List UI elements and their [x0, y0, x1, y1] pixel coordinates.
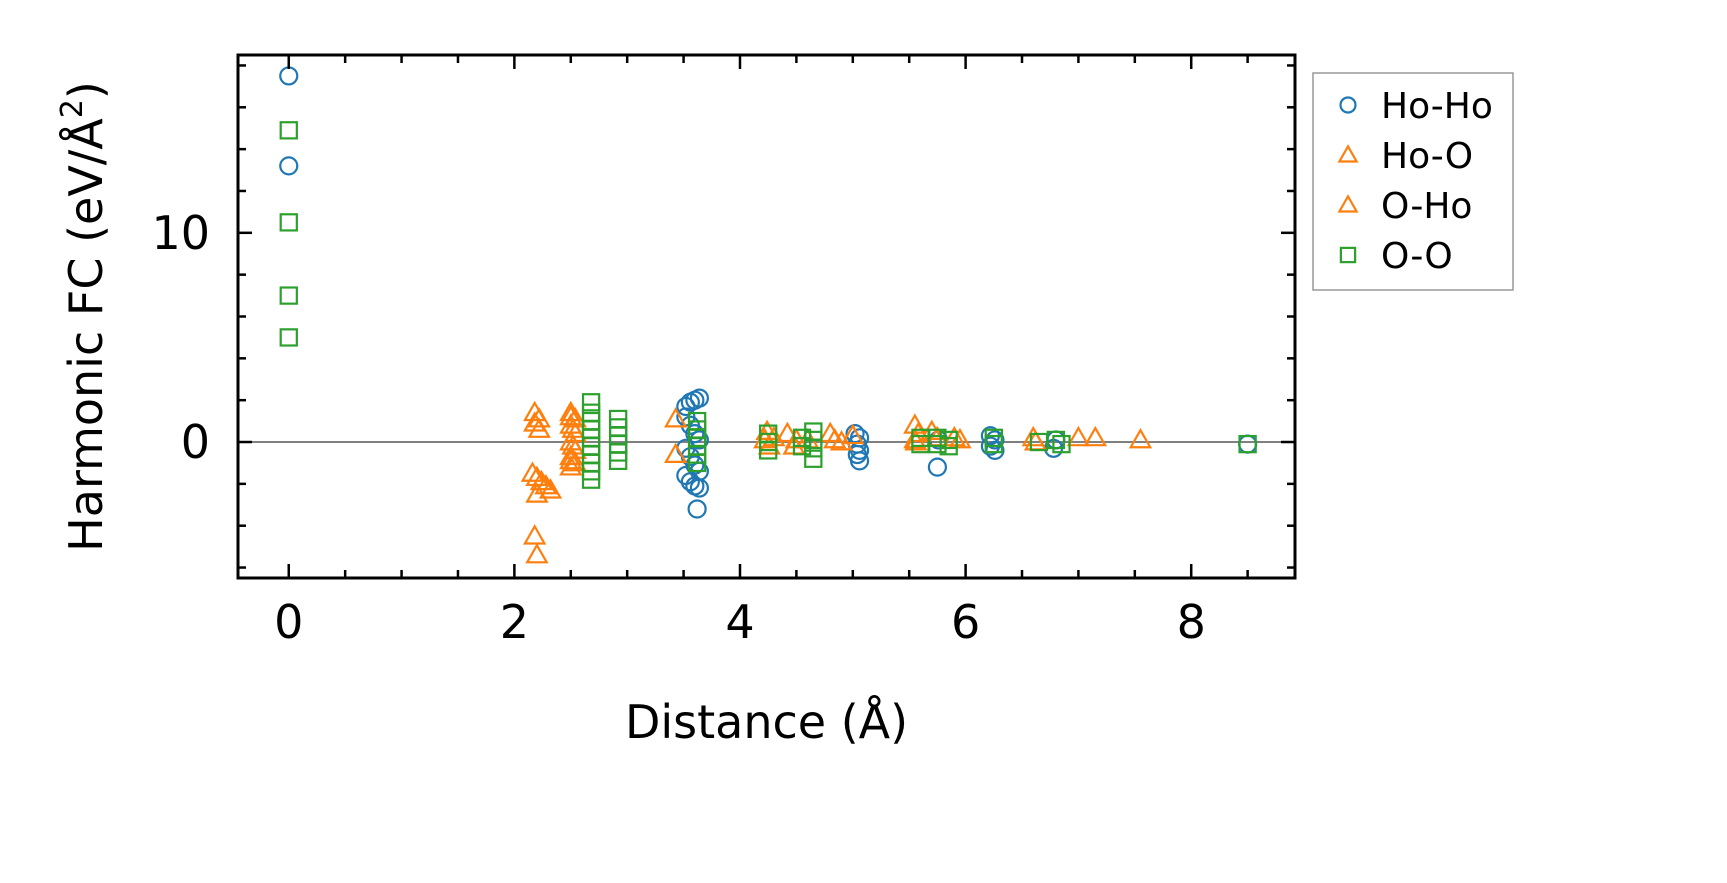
x-tick-label: 6 [951, 595, 980, 649]
data-point [1238, 434, 1258, 454]
data-point [279, 213, 298, 232]
data-point [525, 482, 549, 503]
legend-label: O-O [1381, 236, 1453, 277]
data-point [1083, 425, 1108, 447]
data-point [903, 427, 927, 449]
data-point [559, 448, 583, 470]
legend-box [1312, 72, 1514, 291]
x-tick-label: 0 [274, 595, 303, 649]
x-tick-label: 4 [725, 595, 754, 649]
data-point [529, 469, 554, 491]
data-point [804, 449, 823, 468]
legend-marker [1339, 96, 1357, 114]
data-point [1128, 427, 1153, 449]
data-point [759, 441, 778, 460]
data-point [841, 423, 865, 445]
legend-marker [1339, 246, 1357, 264]
legend-item: Ho-O [1337, 136, 1473, 177]
data-point [525, 542, 549, 564]
legend: Ho-Ho Ho-O O-Ho O-O [1312, 72, 1514, 291]
data-point [279, 156, 299, 176]
data-point [689, 478, 709, 498]
data-point [559, 455, 583, 476]
data-point [1046, 430, 1066, 450]
data-point [939, 437, 958, 456]
y-tick-label: 0 [181, 415, 210, 469]
data-point [534, 473, 558, 495]
data-point [775, 421, 800, 443]
data-point [829, 430, 854, 451]
data-point [1238, 434, 1257, 454]
x-axis-title: Distance (Å) [625, 695, 908, 749]
legend-item: O-Ho [1337, 186, 1472, 227]
series-ho-o [520, 400, 1153, 564]
x-tick-label: 2 [500, 595, 529, 649]
data-point [687, 499, 707, 519]
data-point [527, 407, 551, 428]
data-point [823, 427, 847, 449]
data-point [520, 461, 545, 482]
data-points-layer [279, 66, 1258, 564]
legend-marker [1337, 194, 1359, 213]
series-o-ho [559, 404, 927, 470]
legend-label: Ho-Ho [1381, 86, 1493, 127]
data-point [689, 430, 709, 450]
series-ho-ho [279, 66, 1258, 519]
data-point [664, 442, 688, 464]
legend-item: Ho-Ho [1339, 86, 1493, 127]
plot-frame [236, 53, 1297, 580]
data-point [279, 121, 298, 140]
data-point [527, 417, 551, 438]
data-point [581, 393, 601, 412]
data-point [928, 434, 947, 454]
tick-labels-layer: 0 2 4 6 8 0 10 [151, 206, 1205, 649]
data-point [523, 524, 547, 545]
data-point [1052, 434, 1071, 454]
data-point [279, 66, 299, 86]
data-point [984, 434, 1003, 454]
data-point [563, 450, 587, 472]
legend-label: O-Ho [1381, 186, 1472, 227]
data-point [942, 425, 966, 447]
series-o-o [279, 121, 1257, 489]
data-point [927, 457, 948, 477]
data-point [538, 478, 563, 499]
data-point [664, 407, 688, 428]
legend-label: Ho-O [1381, 136, 1473, 177]
data-point [279, 328, 298, 347]
legend-item: O-O [1339, 236, 1453, 277]
data-point [279, 286, 298, 305]
y-axis-title: Harmonic FC (eV/Å2) [55, 81, 113, 552]
x-tick-label: 8 [1177, 595, 1206, 649]
legend-marker [1337, 144, 1359, 163]
data-point [792, 437, 812, 456]
data-point [581, 470, 601, 489]
y-tick-label: 10 [151, 206, 210, 260]
data-point [849, 451, 870, 471]
y-axis-title-end: ) [59, 81, 113, 99]
y-axis-title-superscript: 2 [55, 99, 90, 118]
y-axis-title-main: Harmonic FC (eV/Å [59, 118, 113, 552]
data-point [689, 388, 709, 408]
data-point [608, 451, 628, 471]
axis-ticks-layer [238, 55, 1295, 578]
data-point [804, 439, 823, 458]
data-point [687, 453, 707, 473]
data-point [1066, 425, 1091, 447]
